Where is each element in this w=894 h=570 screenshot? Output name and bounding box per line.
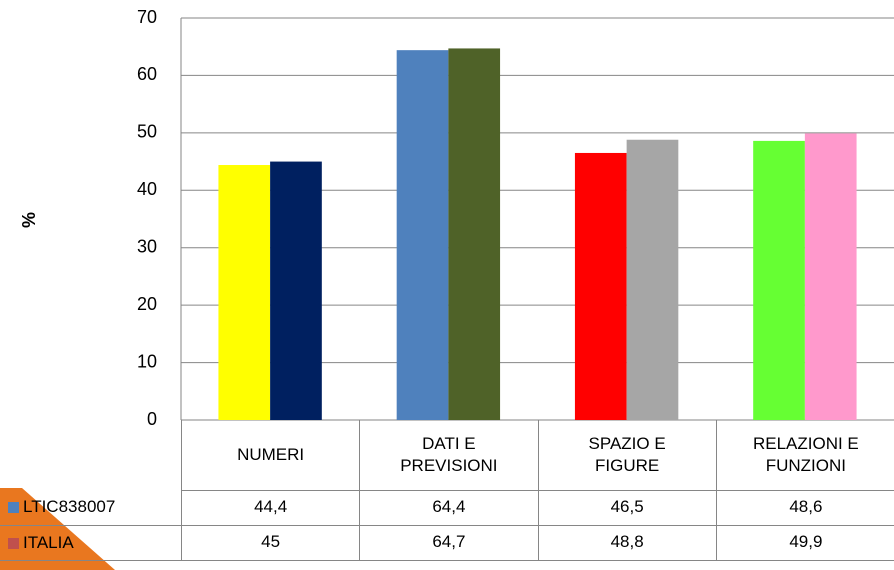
- legend-label: LTIC838007: [23, 497, 116, 517]
- data-label: 45: [181, 525, 361, 561]
- bar: [804, 133, 857, 420]
- data-label: 44,4: [181, 490, 361, 526]
- data-label: 64,7: [359, 525, 539, 561]
- legend-marker: [8, 502, 19, 513]
- bar: [574, 152, 627, 420]
- data-label: 64,4: [359, 490, 539, 526]
- y-tick-label: 0: [147, 409, 157, 429]
- legend-label: ITALIA: [23, 532, 74, 552]
- y-tick-label: 60: [137, 64, 157, 84]
- bar: [218, 165, 271, 420]
- bar: [626, 139, 679, 420]
- data-label: 46,5: [537, 490, 717, 526]
- data-label: 49,9: [715, 525, 894, 561]
- category-label: DATI E PREVISIONI: [359, 420, 539, 491]
- category-label: NUMERI: [181, 420, 361, 491]
- y-tick-label: 50: [137, 122, 157, 142]
- y-tick-label: 70: [137, 7, 157, 27]
- bar: [270, 161, 322, 421]
- y-tick-label: 40: [137, 179, 157, 199]
- decoration: [0, 488, 115, 570]
- y-axis-label: %: [19, 212, 39, 228]
- data-label: 48,8: [537, 525, 717, 561]
- legend-entry: LTIC838007: [0, 490, 182, 526]
- bar: [753, 140, 805, 420]
- bar: [448, 48, 501, 421]
- data-label: 48,6: [715, 490, 894, 526]
- y-tick-label: 20: [137, 294, 157, 314]
- y-tick-label: 10: [137, 351, 157, 371]
- category-label: RELAZIONI E FUNZIONI: [715, 420, 894, 491]
- category-label: SPAZIO E FIGURE: [537, 420, 717, 491]
- legend-entry: ITALIA: [0, 525, 182, 561]
- legend-marker: [8, 537, 19, 549]
- bar: [396, 50, 449, 420]
- y-tick-label: 30: [137, 236, 157, 256]
